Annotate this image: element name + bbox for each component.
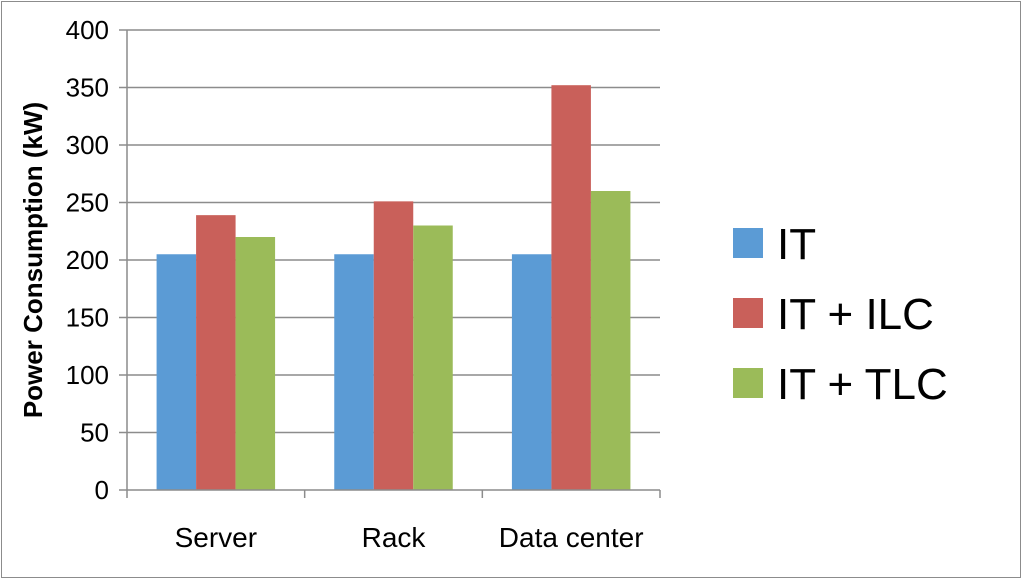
- x-category-label: Server: [175, 522, 257, 553]
- bar-it-server: [156, 254, 197, 490]
- x-category-label: Data center: [499, 522, 644, 553]
- legend: IT IT + ILC IT + TLC: [733, 220, 948, 409]
- bar-it-rack: [334, 254, 374, 490]
- bar-it-ilc-server: [196, 215, 236, 490]
- y-tick-label: 400: [66, 15, 109, 45]
- y-tick-label: 150: [66, 303, 109, 333]
- y-tick-label: 300: [66, 130, 109, 160]
- bar-it-ilc-rack: [373, 201, 414, 490]
- legend-swatch: [733, 368, 763, 398]
- legend-label: IT + ILC: [777, 290, 934, 339]
- x-category-label: Rack: [362, 522, 427, 553]
- bars: [156, 85, 631, 490]
- y-axis-label: Power Consumption (kW): [18, 102, 48, 418]
- bar-it-tlc-data-center: [590, 191, 631, 490]
- axes: [119, 29, 661, 498]
- y-tick-label: 0: [95, 475, 109, 505]
- y-tick-label: 350: [66, 73, 109, 103]
- legend-swatch: [733, 228, 763, 258]
- bar-it-ilc-data-center: [551, 85, 591, 490]
- y-tick-label: 200: [66, 245, 109, 275]
- bar-it-data-center: [511, 254, 552, 490]
- legend-label: IT: [777, 220, 816, 269]
- x-category-labels: Server Rack Data center: [175, 522, 644, 553]
- bar-it-tlc-rack: [413, 225, 453, 490]
- y-tick-label: 50: [80, 418, 109, 448]
- y-tick-label: 100: [66, 360, 109, 390]
- legend-swatch: [733, 298, 763, 328]
- y-tick-label: 250: [66, 188, 109, 218]
- y-tick-labels: 0 50 100 150 200 250 300 350 400: [66, 15, 109, 505]
- legend-label: IT + TLC: [777, 360, 948, 409]
- bar-it-tlc-server: [235, 237, 276, 490]
